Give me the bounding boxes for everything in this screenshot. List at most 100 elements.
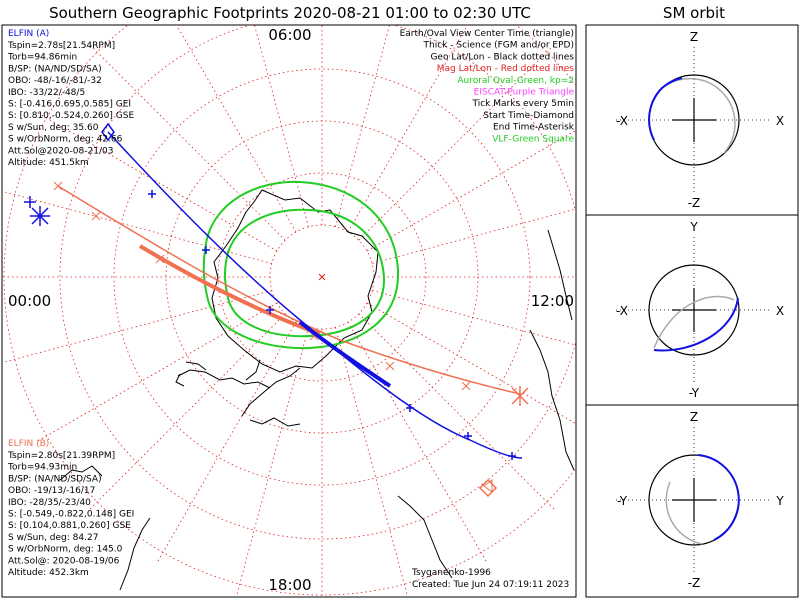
sm-axis-label-right: X <box>776 114 784 128</box>
sm-panel-3: Z -Z -Y Y <box>616 410 784 590</box>
elfin-a-track <box>24 122 523 460</box>
mag-lon-spoke <box>358 43 556 241</box>
info-line: OBO: -48/-16/-81/-32 <box>8 76 102 86</box>
sm-axis-label-right: Y <box>775 494 784 508</box>
elfin-b-end-asterisk <box>511 386 529 406</box>
legend-item: Tick Marks every 5min <box>472 99 574 109</box>
mag-lon-spoke <box>347 321 488 563</box>
info-line: Torb=94.86min <box>7 53 77 63</box>
sm-panel-1: Z -Z -X X <box>616 30 784 210</box>
legend-item: EISCAT-Purple Triangle <box>474 88 575 98</box>
elfin-b-start-diamond <box>478 478 498 498</box>
chart-title: Southern Geographic Footprints 2020-08-2… <box>49 4 531 22</box>
legend-item: Geo Lat/Lon - Black dotted lines <box>430 52 574 62</box>
mag-lon-spoke <box>88 43 286 241</box>
elfin-b-info: ELFIN (B) Tspin=2.80s[21.39RPM] Torb=94.9… <box>7 439 134 578</box>
info-line: Tspin=2.78s[21.54RPM] <box>7 41 115 51</box>
sm-panel-3-frame <box>585 404 799 598</box>
info-line: B/SP: (NA/ND/SD/SA) <box>8 474 102 484</box>
info-line: Tspin=2.80s[21.39RPM] <box>7 451 115 461</box>
sm-earth-circle <box>648 264 740 356</box>
legend-item: Auroral Oval-Green, kp=2 <box>457 76 574 86</box>
mag-pole-marker <box>318 273 326 281</box>
clock-label-right: 12:00 <box>531 292 574 310</box>
legend-item: Mag Lat/Lon - Red dotted lines <box>437 64 575 74</box>
sm-orbit-b <box>653 295 735 349</box>
model-credit: Tsyganenko-1996 <box>411 568 491 578</box>
elfin-b-name: ELFIN (B) <box>8 439 49 449</box>
sm-axis-label-left: -X <box>616 114 628 128</box>
info-line: Att.Sol@2020-08-21/03 <box>8 146 113 156</box>
mag-lon-spoke <box>372 208 576 264</box>
sm-orbit-a <box>697 454 740 541</box>
mag-lon-spoke <box>36 111 278 252</box>
info-line: S: [0.810,-0.524,0.260] GSE <box>8 111 134 121</box>
mag-lat-circle <box>217 172 427 382</box>
sm-panel-2: Y -Y -X X <box>616 220 784 400</box>
auroral-oval <box>202 180 400 350</box>
mag-lon-spoke <box>176 25 297 233</box>
sm-axis-label-right: X <box>776 304 784 318</box>
sm-orbit-b <box>659 77 736 154</box>
elfin-a-tick-marks <box>148 190 516 460</box>
legend-item: VLF-Green Square <box>492 134 574 144</box>
mag-lon-spoke <box>3 290 272 363</box>
info-line: S: [-0.549,-0.822,0.148] GEI <box>8 510 134 520</box>
sm-orbit-title: SM orbit <box>663 4 725 22</box>
info-line: Altitude: 452.3km <box>8 568 89 578</box>
mag-lon-spoke <box>156 321 297 563</box>
mag-lon-spoke <box>366 129 576 252</box>
legend-item: Start Time-Diamond <box>483 111 574 121</box>
mag-lon-spoke <box>372 290 576 346</box>
mag-lon-spoke <box>335 327 408 596</box>
legend-item: End Time-Asterisk <box>493 123 575 133</box>
coastlines <box>59 189 575 591</box>
info-line: OBO: -19/13/-16/17 <box>8 486 95 496</box>
sm-axis-label-top: Y <box>689 220 698 234</box>
elfin-a-lines: Tspin=2.78s[21.54RPM] Torb=94.86minB/SP: … <box>7 41 134 168</box>
legend-item: Earth/Oval View Center Time (triangle) <box>400 29 574 39</box>
elfin-a-info: ELFIN (A) Tspin=2.78s[21.54RPM] Torb=94.8… <box>7 29 134 168</box>
sm-axis-label-left: -X <box>616 304 628 318</box>
info-line: Altitude: 451.5km <box>8 158 89 168</box>
elfin-a-name: ELFIN (A) <box>8 29 49 39</box>
info-line: B/SP: (NA/ND/SD/SA) <box>8 64 102 74</box>
sm-axis-label-top: Z <box>690 410 698 424</box>
mag-lon-spoke <box>36 302 278 443</box>
sm-axis-label-bottom: -Y <box>689 386 700 400</box>
clock-label-bottom: 18:00 <box>268 576 311 594</box>
clock-label-left: 00:00 <box>8 292 51 310</box>
legend: Earth/Oval View Center Time (triangle) Th… <box>400 29 575 144</box>
mag-lon-spoke <box>366 302 576 425</box>
info-line: Torb=94.93min <box>7 463 77 473</box>
info-line: S w/OrbNorm, deg: 42.66 <box>8 135 123 145</box>
info-line: IBO: -33/22/-48/5 <box>8 88 85 98</box>
legend-item: Thick - Science (FGM and/or EPD) <box>423 41 574 51</box>
info-line: S w/OrbNorm, deg: 145.0 <box>8 545 123 555</box>
created-timestamp: Created: Tue Jun 24 07:19:11 2023 <box>412 580 569 590</box>
clock-label-top: 06:00 <box>268 26 311 44</box>
mag-lon-spoke <box>88 313 286 511</box>
info-line: S w/Sun, deg: 35.60 <box>8 123 99 133</box>
sm-axis-label-bottom: -Z <box>688 196 701 210</box>
elfin-a-end-asterisk <box>30 206 50 226</box>
sm-orbit-b <box>665 481 703 545</box>
sm-orbit-a <box>648 77 683 141</box>
mag-lon-spoke <box>3 191 272 264</box>
mag-grid <box>2 25 576 597</box>
sm-axis-label-top: Z <box>690 30 698 44</box>
map-frame <box>1 24 577 598</box>
sm-axis-label-bottom: -Z <box>688 576 701 590</box>
info-line: IBO: -28/35/-23/40 <box>8 498 91 508</box>
elfin-a-view-marker <box>24 196 36 208</box>
mag-lon-spoke <box>347 25 468 233</box>
sm-orbit-panels: Z -Z -X X Y -Y -X X Z -Z -Y Y <box>616 30 784 590</box>
info-line: S: [0.104,0.881,0.260] GSE <box>8 521 131 531</box>
sm-orbit-a <box>653 297 739 352</box>
mag-lon-spoke <box>358 313 556 511</box>
info-line: S w/Sun, deg: 84.27 <box>8 533 98 543</box>
elfin-a-start-diamond <box>101 122 115 142</box>
mag-lon-spoke <box>236 327 309 596</box>
elfin-b-lines: Tspin=2.80s[21.39RPM] Torb=94.93minB/SP: … <box>7 451 134 578</box>
